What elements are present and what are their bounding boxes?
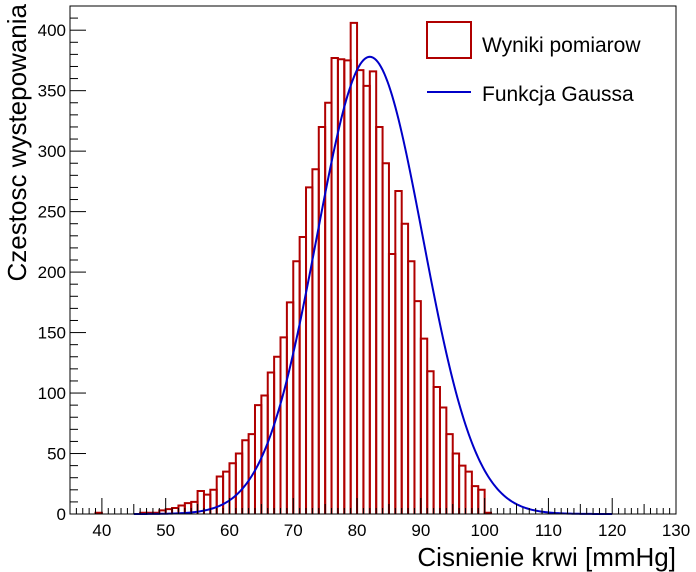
x-tick-label: 70 bbox=[284, 521, 303, 540]
y-tick-label: 100 bbox=[38, 384, 66, 403]
x-axis-label: Cisnienie krwi [mmHg] bbox=[417, 542, 676, 572]
x-tick-label: 120 bbox=[598, 521, 626, 540]
y-axis-label: Czestosc wystepowania bbox=[2, 3, 32, 281]
y-tick-label: 200 bbox=[38, 263, 66, 282]
x-tick-label: 130 bbox=[662, 521, 690, 540]
series-line-gauss bbox=[133, 55, 613, 515]
x-tick-label: 90 bbox=[411, 521, 430, 540]
y-tick-label: 400 bbox=[38, 21, 66, 40]
x-tick-label: 110 bbox=[535, 521, 562, 540]
x-axis-ticks: 40 50 60 70 80 90 100 110 120 130 bbox=[69, 498, 690, 540]
x-tick-label: 100 bbox=[470, 521, 498, 540]
legend-swatch-histogram bbox=[426, 21, 472, 59]
y-tick-label: 300 bbox=[38, 142, 66, 161]
y-tick-label: 150 bbox=[38, 324, 66, 343]
y-axis-ticks: 0 50 100 150 200 250 300 350 400 bbox=[38, 5, 86, 524]
y-tick-label: 0 bbox=[57, 505, 66, 524]
y-tick-label: 250 bbox=[38, 203, 66, 222]
y-tick-label: 50 bbox=[47, 445, 66, 464]
legend: Wyniki pomiarow Funkcja Gaussa bbox=[426, 21, 641, 106]
x-tick-label: 40 bbox=[92, 521, 111, 540]
legend-label-histogram: Wyniki pomiarow bbox=[482, 34, 641, 57]
x-tick-label: 50 bbox=[156, 521, 175, 540]
x-tick-label: 80 bbox=[348, 521, 367, 540]
y-tick-label: 350 bbox=[38, 82, 66, 101]
legend-label-gauss: Funkcja Gaussa bbox=[482, 83, 634, 106]
x-tick-label: 60 bbox=[220, 521, 239, 540]
